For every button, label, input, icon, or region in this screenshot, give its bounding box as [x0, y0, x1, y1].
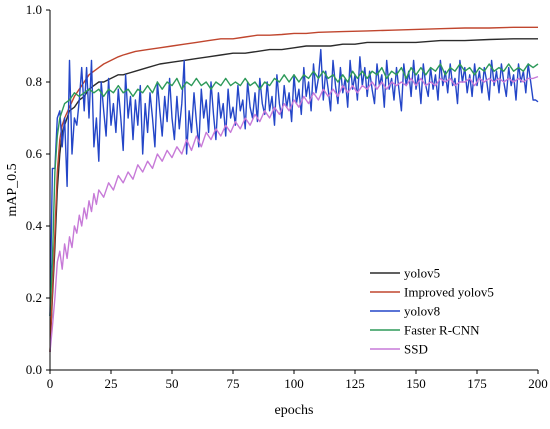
series-line-3: [49, 63, 539, 317]
axes: [49, 10, 538, 371]
y-tick-label: 0.4: [26, 218, 43, 233]
x-tick-label: 50: [166, 376, 179, 391]
series-line-1: [49, 26, 538, 353]
x-tick-label: 75: [227, 376, 240, 391]
x-axis-title: epochs: [275, 403, 314, 418]
y-tick-label: 1.0: [26, 2, 42, 17]
x-tick-label: 25: [105, 376, 118, 391]
y-tick-label: 0.6: [26, 146, 43, 161]
legend-label: Faster R-CNN: [404, 323, 480, 338]
x-tick-label: 150: [406, 376, 426, 391]
legend: yolov5 Improved yolov5 yolov8 Faster R-CNN S…: [370, 266, 494, 357]
x-tick-label: 0: [47, 376, 54, 391]
y-tick-label: 0.8: [26, 74, 42, 89]
y-axis-title: mAP_0.5: [5, 163, 20, 216]
x-tick-label: 100: [284, 376, 304, 391]
x-tick-label: 125: [345, 376, 365, 391]
legend-label: yolov8: [404, 304, 440, 319]
y-ticks: 0.0 0.2 0.4 0.6 0.8 1.0: [26, 2, 50, 377]
legend-label: Improved yolov5: [404, 285, 494, 300]
y-tick-label: 0.2: [26, 290, 42, 305]
legend-label: yolov5: [404, 266, 440, 281]
y-tick-label: 0.0: [26, 362, 42, 377]
x-ticks: 0 25 50 75 100 125 150 175 200: [47, 370, 548, 391]
plot-area: [49, 26, 539, 353]
series-line-4: [49, 75, 539, 353]
x-tick-label: 200: [528, 376, 548, 391]
legend-label: SSD: [404, 342, 428, 357]
x-tick-label: 175: [467, 376, 487, 391]
